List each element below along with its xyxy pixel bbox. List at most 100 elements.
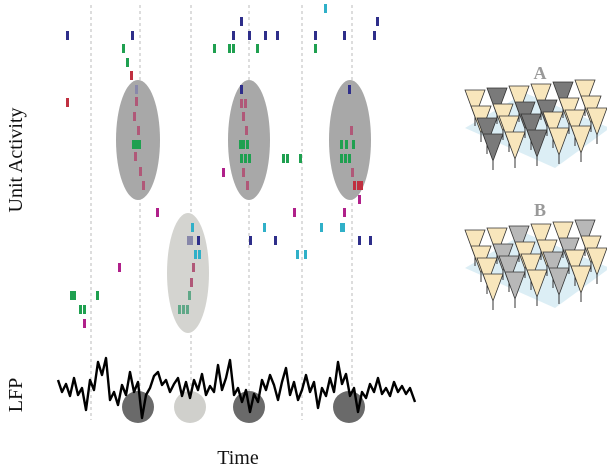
spike [138,140,141,149]
spike [66,31,69,40]
spike [351,168,354,177]
spike [182,305,185,314]
spike [137,126,140,135]
spike [264,31,267,40]
assembly-a [329,80,371,200]
spike [248,31,251,40]
spike [240,154,243,163]
spike [314,44,317,53]
spike [240,85,243,94]
spike [228,44,231,53]
spike [342,223,345,232]
spike [282,154,285,163]
network-b [465,220,607,310]
spike [135,140,138,149]
spike [296,250,299,259]
spike [350,126,353,135]
y-label-lfp: LFP [5,378,27,412]
spike [293,208,296,217]
spike [198,250,201,259]
spike [276,31,279,40]
spike [232,31,235,40]
spike [134,152,137,161]
spike [340,140,343,149]
spike [242,168,245,177]
panel-label: A [534,63,547,83]
spike [248,154,251,163]
spike [249,236,252,245]
spike [73,291,76,300]
spike [132,140,135,149]
spike [352,140,355,149]
spike [299,154,302,163]
assembly-b [167,213,209,333]
spike [96,291,99,300]
spike [130,71,133,80]
spike [190,278,193,287]
spike [135,97,138,106]
spike [286,154,289,163]
spike [358,195,361,204]
spike [190,236,193,245]
spike [358,236,361,245]
spike [274,236,277,245]
spike [343,208,346,217]
spike [133,112,136,121]
spike [348,85,351,94]
spike [83,305,86,314]
spike [304,250,307,259]
spike [373,31,376,40]
spike [188,291,191,300]
spike [83,319,86,328]
spike [192,263,195,272]
figure: Unit Activity LFP Time A B [0,0,607,473]
x-label: Time [217,447,259,469]
spike [186,305,189,314]
spike [191,223,194,232]
spike [187,236,190,245]
spike [178,305,181,314]
spike [360,181,363,190]
spike [118,263,121,272]
spike [66,98,69,107]
spike [126,58,129,67]
spike [314,31,317,40]
spike [353,181,356,190]
spike [135,85,138,94]
spike [246,140,249,149]
spike [320,223,323,232]
y-label-units: Unit Activity [5,108,27,213]
spike [242,112,245,121]
spike [345,140,348,149]
spike [142,181,145,190]
spike [139,167,142,176]
spike [242,140,245,149]
neuron [483,134,503,161]
spike [222,168,225,177]
spike [340,154,343,163]
spike [197,236,200,245]
spike [194,250,197,259]
spike [246,181,249,190]
spike [131,31,134,40]
spike [122,44,125,53]
spike [343,31,346,40]
spike [369,236,372,245]
spike [240,17,243,26]
spike [232,44,235,53]
spike [344,154,347,163]
spike [263,223,266,232]
neuron [483,274,503,301]
spike [376,17,379,26]
spike [239,140,242,149]
spike [79,305,82,314]
spike [256,44,259,53]
spike [244,99,247,108]
spike [70,291,73,300]
panel-label: B [534,200,546,220]
network-a [465,80,607,170]
spike [240,99,243,108]
spike [244,154,247,163]
spike [156,208,159,217]
spike [357,181,360,190]
